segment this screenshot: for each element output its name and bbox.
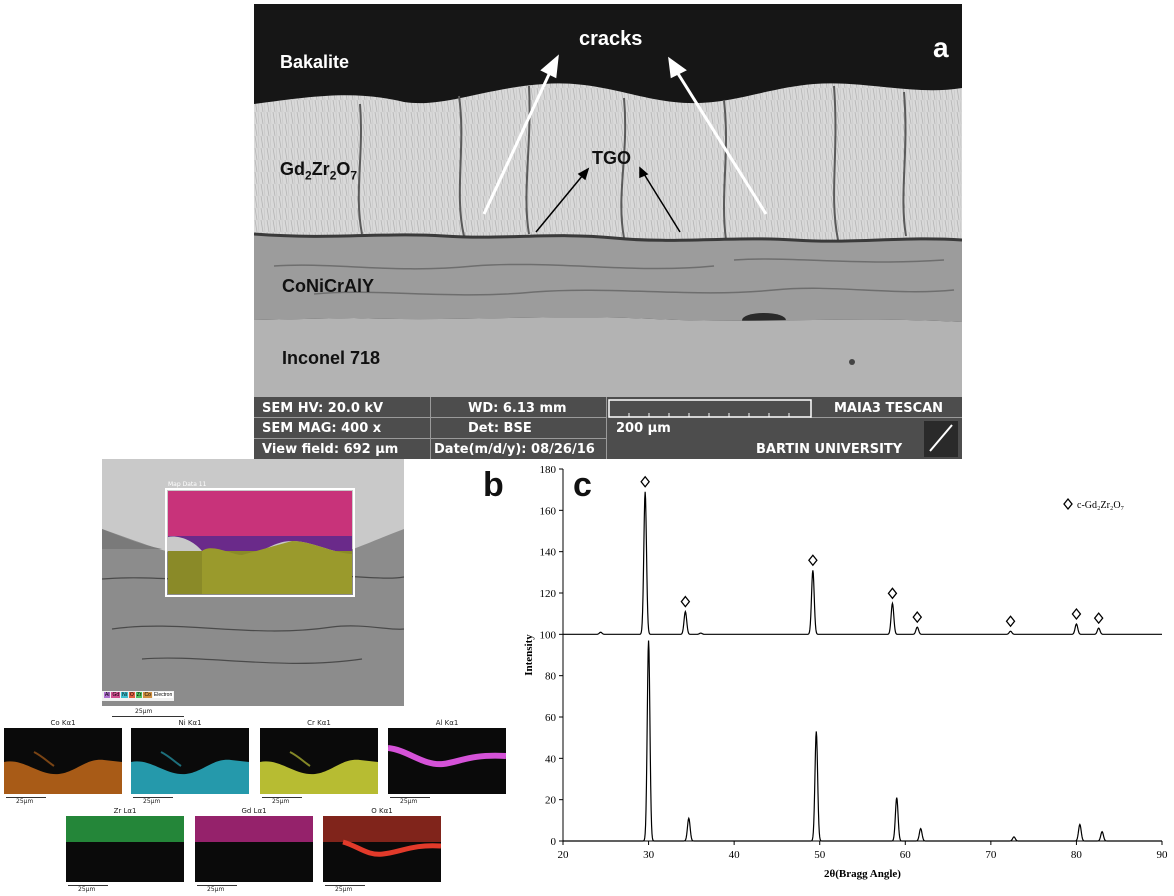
panel-a-letter: a bbox=[933, 32, 949, 63]
column-boundaries bbox=[357, 85, 907, 241]
legend-marker bbox=[1063, 497, 1073, 511]
element-map-title: Co Kα1 bbox=[50, 719, 76, 727]
phase-marker bbox=[808, 554, 818, 567]
panel-b-letter: b bbox=[483, 466, 504, 504]
legend-item: Ni bbox=[121, 692, 128, 698]
element-map-image bbox=[323, 816, 441, 882]
legend-item: Electron bbox=[152, 692, 174, 698]
conicraly-label: CoNiCrAlY bbox=[282, 276, 375, 296]
sem-view-field: View field: 692 μm bbox=[262, 442, 399, 457]
element-map-image bbox=[131, 728, 249, 794]
sem-det: Det: BSE bbox=[468, 421, 532, 436]
legend-item: Al bbox=[104, 692, 111, 698]
element-map-title: Gd Lα1 bbox=[241, 807, 267, 815]
element-map-title: Zr Lα1 bbox=[113, 807, 137, 815]
phase-marker bbox=[1005, 615, 1016, 628]
element-map-image bbox=[66, 816, 184, 882]
legend-item: Gd bbox=[111, 692, 121, 698]
gd2zr2o7-label: Gd2Zr2O7 bbox=[280, 159, 358, 183]
element-map-scale-bar bbox=[6, 797, 46, 798]
x-tick-label: 90 bbox=[1157, 849, 1169, 861]
sem-scale-label: 200 μm bbox=[616, 421, 671, 436]
y-tick-label: 100 bbox=[540, 629, 557, 641]
eds-overview-image: Map Data 11 Al Gd Ni O Zr Co Electron bbox=[102, 459, 404, 706]
element-map-image bbox=[4, 728, 122, 794]
sem-date: Date(m/d/y): 08/26/16 bbox=[434, 442, 595, 457]
element-legend: Al Gd Ni O Zr Co Electron bbox=[104, 692, 174, 698]
y-tick-label: 20 bbox=[545, 795, 557, 807]
element-map-title: Cr Kα1 bbox=[307, 719, 331, 727]
xrd-series-line bbox=[563, 491, 1162, 635]
sem-wd: WD: 6.13 mm bbox=[468, 401, 567, 416]
element-map-title: O Kα1 bbox=[371, 807, 393, 815]
element-map-scale-label: 25μm bbox=[143, 798, 161, 805]
x-tick-label: 50 bbox=[814, 849, 826, 861]
sem-university: BARTIN UNIVERSITY bbox=[756, 442, 903, 457]
element-map-image bbox=[195, 816, 313, 882]
x-tick-label: 60 bbox=[900, 849, 912, 861]
phase-marker bbox=[680, 595, 691, 608]
xrd-series-line bbox=[563, 640, 1162, 842]
phase-marker bbox=[912, 611, 923, 624]
tgo-label: TGO bbox=[592, 148, 631, 168]
y-axis-label: Intensity bbox=[523, 634, 535, 676]
element-map-scale-label: 25μm bbox=[16, 798, 34, 805]
bakalite-label: Bakalite bbox=[280, 52, 350, 72]
phase-marker bbox=[887, 587, 898, 600]
sem-scale-bar bbox=[608, 399, 812, 418]
element-map-title: Al Kα1 bbox=[435, 719, 459, 727]
element-map-scale-label: 25μm bbox=[272, 798, 290, 805]
y-tick-label: 0 bbox=[551, 836, 557, 848]
overview-scale-label: 25μm bbox=[135, 708, 153, 715]
tescan-logo-icon bbox=[924, 421, 958, 457]
element-map-scale-bar bbox=[197, 885, 237, 886]
sem-brand: MAIA3 TESCAN bbox=[834, 401, 944, 416]
element-map-scale-label: 25μm bbox=[400, 798, 418, 805]
element-map-title: Ni Kα1 bbox=[178, 719, 202, 727]
element-map-scale-bar bbox=[133, 797, 173, 798]
tgo-arrows bbox=[535, 166, 681, 233]
element-map-scale-bar bbox=[390, 797, 430, 798]
legend-item: Zr bbox=[135, 692, 143, 698]
sem-cross-section-panel: Bakalite cracks a Gd2Zr2O7 TGO CoNiCrAlY… bbox=[254, 4, 962, 459]
element-map-scale-bar bbox=[262, 797, 302, 798]
y-tick-label: 160 bbox=[540, 505, 557, 517]
sem-hv: SEM HV: 20.0 kV bbox=[262, 401, 384, 416]
phase-marker bbox=[1071, 607, 1082, 621]
crack-arrows bbox=[482, 54, 768, 215]
element-map-scale-label: 25μm bbox=[335, 886, 353, 893]
panel-c-letter: c bbox=[573, 466, 592, 504]
legend-item: Co bbox=[143, 692, 152, 698]
x-tick-label: 70 bbox=[985, 849, 997, 861]
element-map-image bbox=[260, 728, 378, 794]
element-map-scale-bar bbox=[68, 885, 108, 886]
sem-info-bar: SEM HV: 20.0 kV WD: 6.13 mm MAIA3 TESCAN… bbox=[254, 397, 962, 459]
x-tick-label: 40 bbox=[729, 849, 741, 861]
y-tick-label: 60 bbox=[545, 712, 557, 724]
phase-marker bbox=[1093, 612, 1104, 625]
y-tick-label: 40 bbox=[545, 753, 557, 765]
legend-label: c-Gd₂Zr₂O₇ bbox=[1077, 500, 1124, 511]
legend-item: O bbox=[128, 692, 135, 698]
x-axis-label: 2θ(Bragg Angle) bbox=[824, 868, 901, 880]
element-map-scale-label: 25μm bbox=[78, 886, 96, 893]
y-tick-label: 80 bbox=[545, 671, 557, 683]
x-tick-label: 20 bbox=[558, 849, 570, 861]
inconel-label: Inconel 718 bbox=[282, 348, 381, 368]
cracks-label: cracks bbox=[579, 28, 643, 50]
overview-scale-bar bbox=[112, 716, 184, 717]
x-tick-label: 80 bbox=[1071, 849, 1083, 861]
y-tick-label: 120 bbox=[540, 588, 557, 600]
element-map-image bbox=[388, 728, 506, 794]
sem-mag: SEM MAG: 400 x bbox=[262, 421, 382, 436]
element-map-scale-bar bbox=[325, 885, 365, 886]
y-tick-label: 140 bbox=[540, 547, 557, 559]
map-data-label: Map Data 11 bbox=[168, 481, 207, 488]
y-tick-label: 180 bbox=[540, 464, 557, 476]
element-map-scale-label: 25μm bbox=[207, 886, 225, 893]
phase-marker bbox=[640, 475, 650, 488]
sem-micrograph bbox=[254, 4, 962, 397]
x-tick-label: 30 bbox=[643, 849, 655, 861]
